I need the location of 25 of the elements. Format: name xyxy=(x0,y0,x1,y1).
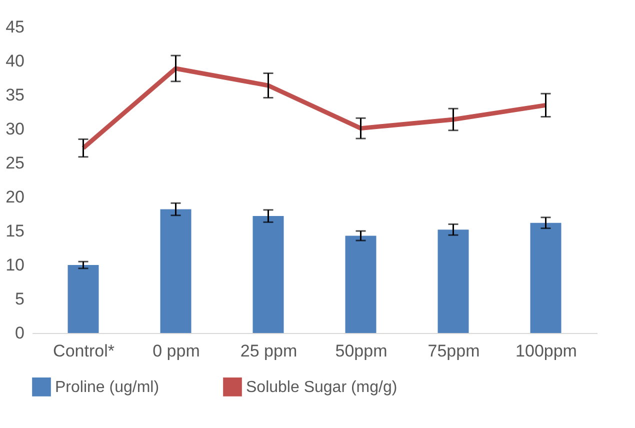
x-tick-label: 0 ppm xyxy=(152,342,200,360)
bar xyxy=(160,209,192,333)
x-tick-label: 50ppm xyxy=(335,342,388,360)
x-tick-label: 75ppm xyxy=(428,342,480,360)
y-tick-label: 0 xyxy=(15,324,24,342)
legend-label: Proline (ug/ml) xyxy=(55,378,160,396)
y-tick-label: 25 xyxy=(6,154,24,172)
x-tick-label: Control* xyxy=(53,342,115,360)
y-tick-label: 10 xyxy=(6,256,24,274)
legend-label: Soluble Sugar (mg/g) xyxy=(246,378,398,396)
y-tick-label: 40 xyxy=(6,52,24,70)
y-tick-label: 45 xyxy=(6,18,24,36)
bar xyxy=(530,222,562,333)
y-tick-label: 30 xyxy=(6,120,24,138)
x-tick-label: 100ppm xyxy=(516,342,577,360)
bar xyxy=(252,216,284,333)
y-tick-label: 20 xyxy=(6,188,24,206)
bar xyxy=(68,265,99,333)
line-series xyxy=(81,66,548,150)
y-tick-label: 15 xyxy=(6,222,24,240)
bar xyxy=(438,230,469,333)
bar xyxy=(345,236,376,333)
y-tick-label: 5 xyxy=(15,290,24,308)
y-tick-label: 35 xyxy=(6,86,24,104)
x-tick-label: 25 ppm xyxy=(240,342,298,360)
